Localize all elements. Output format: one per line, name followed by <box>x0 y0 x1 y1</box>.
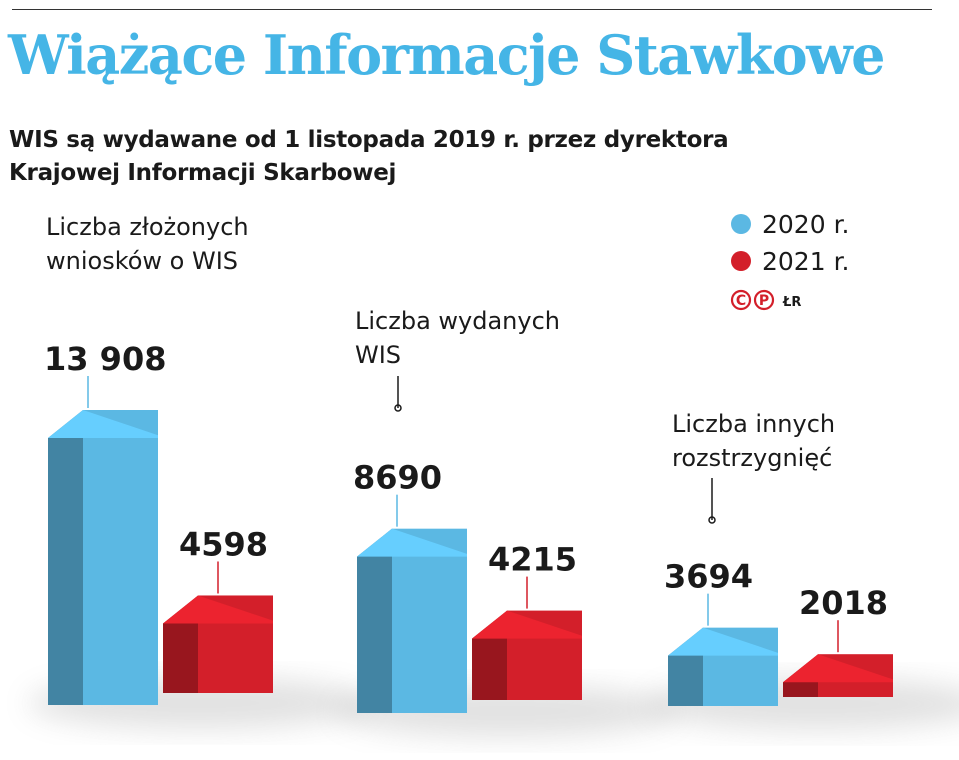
value-label-2021: 4215 <box>488 541 577 579</box>
category-label: wniosków o WIS <box>46 247 238 275</box>
bar-2020-1 <box>357 528 467 713</box>
category-label: Liczba innych <box>672 410 835 438</box>
legend-dot-2020 <box>731 214 751 234</box>
value-label-2021: 4598 <box>179 525 268 563</box>
subtitle-line-1: WIS są wydawane od 1 listopada 2019 r. p… <box>9 127 729 153</box>
value-label-2020: 3694 <box>664 558 753 596</box>
copyright-icon: C <box>730 289 752 311</box>
bar-front-face <box>83 410 158 705</box>
copyright-mark-c: C <box>736 293 746 309</box>
bar-top-face <box>163 595 273 624</box>
value-label-2020: 13 908 <box>44 340 166 378</box>
label-pointer-dot <box>708 516 716 524</box>
legend-dot-2021 <box>731 251 751 271</box>
bar-2021-0 <box>163 595 273 693</box>
bar-2021-2 <box>783 654 893 697</box>
category-label: Liczba złożonych <box>46 213 249 241</box>
category-label: rozstrzygnięć <box>672 444 832 472</box>
bar-top-face <box>48 410 158 438</box>
subtitle-line-2: Krajowej Informacji Skarbowej <box>9 160 397 186</box>
bar-side-face <box>357 528 392 713</box>
bar-top-face <box>783 654 893 683</box>
category-label: Liczba wydanych <box>355 307 560 335</box>
author-credit: ŁR <box>782 295 801 310</box>
legend-label-2021: 2021 r. <box>762 247 850 276</box>
phonogram-icon: P <box>753 289 775 311</box>
bar-top-face <box>357 528 467 557</box>
top-rule <box>12 9 932 10</box>
bar-front-face <box>392 528 467 713</box>
label-pointer-dot <box>394 404 402 412</box>
chart-title: Wiążące Informacje Stawkowe <box>8 23 886 87</box>
bar-2020-0 <box>48 410 158 705</box>
bar-top-face <box>668 627 778 656</box>
bars <box>48 410 893 713</box>
legend: 2020 r. 2021 r. C P ŁR <box>730 210 850 311</box>
value-label-2021: 2018 <box>799 584 888 622</box>
copyright-mark-p: P <box>759 293 769 309</box>
chart-subtitle: WIS są wydawane od 1 listopada 2019 r. p… <box>9 124 729 190</box>
legend-label-2020: 2020 r. <box>762 210 850 239</box>
labels: 13 908 4598 Liczba złożonych wniosków o WIS… <box>44 213 888 653</box>
bar-side-face <box>48 410 83 705</box>
bar-top-face <box>472 610 582 639</box>
bar-2020-2 <box>668 627 778 706</box>
bar-2021-1 <box>472 610 582 700</box>
category-label: WIS <box>355 341 401 369</box>
value-label-2020: 8690 <box>353 459 442 497</box>
